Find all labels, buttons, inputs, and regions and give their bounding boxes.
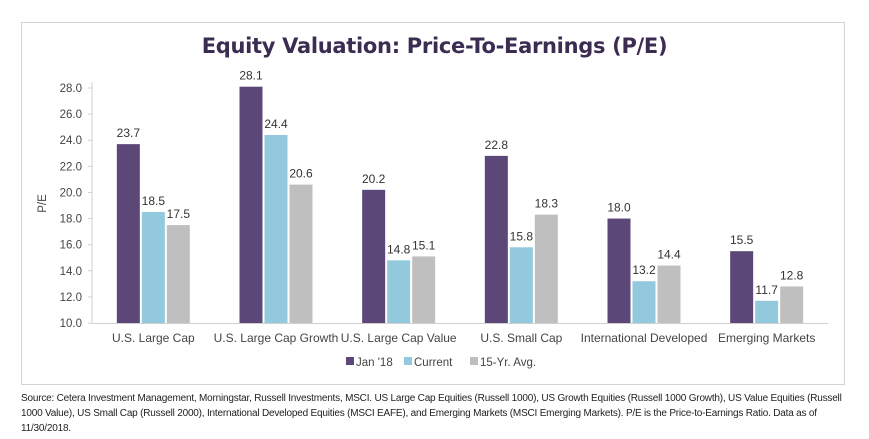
bar: [755, 300, 779, 323]
legend-label: Current: [414, 357, 453, 369]
legend-swatch: [346, 357, 354, 365]
bar: [141, 212, 165, 323]
bar: [239, 86, 263, 323]
y-axis-title: P/E: [37, 194, 49, 213]
bar: [730, 251, 754, 323]
bar: [534, 214, 558, 323]
y-tick-label: 26.0: [60, 109, 82, 121]
y-tick-label: 10.0: [60, 318, 82, 330]
legend-label: 15-Yr. Avg.: [480, 357, 536, 369]
category-label: U.S. Large Cap Growth: [214, 331, 339, 345]
data-label: 17.5: [167, 207, 191, 221]
bar: [657, 265, 681, 323]
category-label: Emerging Markets: [718, 331, 815, 345]
y-tick-label: 24.0: [60, 135, 82, 147]
legend-label: Jan '18: [356, 357, 393, 369]
y-tick-label: 18.0: [60, 214, 82, 226]
y-tick-label: 20.0: [60, 187, 82, 199]
data-label: 18.3: [535, 197, 559, 211]
data-label: 18.5: [142, 194, 166, 208]
data-labels: 23.7 18.517.5 28.1 24.4 20.6 20.2 14.8 15.1 22.8…: [117, 69, 804, 297]
y-tick-label: 14.0: [60, 266, 82, 278]
category-labels: U.S. Large Cap U.S. Large Cap Growth U.S. …: [112, 331, 815, 345]
data-label: 14.4: [657, 248, 681, 262]
category-label: U.S. Small Cap: [480, 331, 562, 345]
data-label: 20.2: [362, 172, 386, 186]
data-label: 23.7: [117, 126, 141, 140]
data-label: 18.0: [607, 201, 631, 215]
y-tick-label: 16.0: [60, 240, 82, 252]
category-label: U.S. Large Cap: [112, 331, 195, 345]
category-label: U.S. Large Cap Value: [341, 331, 457, 345]
chart-frame: [21, 22, 845, 385]
data-label: 15.8: [510, 229, 534, 243]
bar: [484, 155, 508, 323]
bar: [780, 286, 804, 323]
bar: [509, 247, 533, 323]
data-label: 20.6: [289, 167, 313, 181]
bar: [607, 218, 631, 323]
bar: [387, 260, 411, 323]
axes: 10.0 12.0 14.0 16.0 18.0 20.0 22.0 24.0 26.0 28.0…: [37, 82, 828, 330]
data-label: 28.1: [239, 69, 263, 83]
legend: Jan '18 Current 15-Yr. Avg.: [346, 357, 536, 369]
data-label: 15.1: [412, 238, 436, 252]
data-label: 14.8: [387, 242, 411, 256]
bar: [412, 256, 436, 323]
data-label: 12.8: [780, 268, 804, 282]
y-tick-label: 28.0: [60, 83, 82, 95]
data-label: 24.4: [264, 117, 288, 131]
source-note: Source: Cetera Investment Management, Mo…: [21, 393, 842, 434]
bar: [632, 281, 656, 323]
legend-swatch: [470, 357, 478, 365]
bar: [289, 184, 313, 323]
bar: [264, 135, 288, 323]
bar: [116, 144, 140, 323]
data-label: 22.8: [485, 138, 509, 152]
data-label: 15.5: [730, 233, 754, 247]
y-tick-label: 12.0: [60, 292, 82, 304]
data-label: 13.2: [632, 263, 656, 277]
category-label: International Developed: [581, 331, 708, 345]
legend-swatch: [404, 357, 412, 365]
bar: [362, 189, 386, 323]
y-tick-label: 22.0: [60, 161, 82, 173]
bar: [166, 225, 190, 323]
chart-title: Equity Valuation: Price-To-Earnings (P/E…: [201, 34, 668, 58]
bars: [116, 86, 804, 323]
data-label: 11.7: [755, 283, 778, 297]
